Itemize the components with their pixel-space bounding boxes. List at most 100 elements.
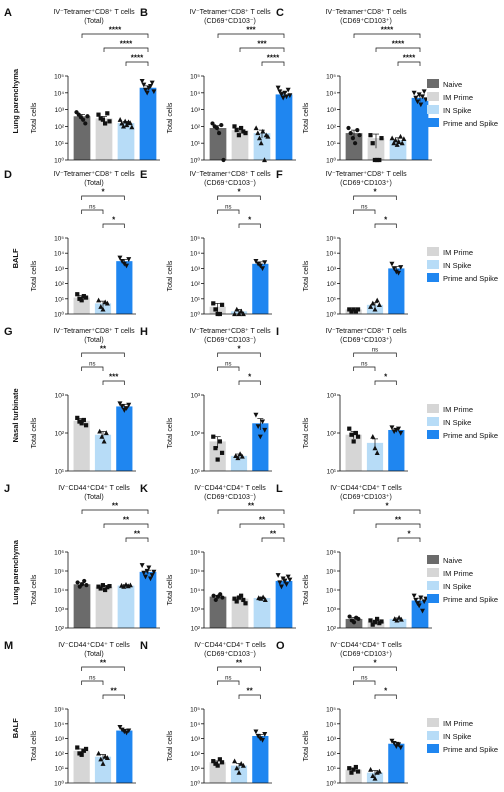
- bar-in-spike: [94, 756, 112, 783]
- data-point: [105, 111, 110, 116]
- data-point: [97, 428, 103, 434]
- significance-bracket: [81, 209, 104, 214]
- significance-bracket: [125, 537, 149, 542]
- legend-swatch: [427, 731, 439, 740]
- data-point: [349, 432, 354, 437]
- data-point: [280, 95, 286, 101]
- significance-bracket: [353, 509, 421, 514]
- significance-bracket: [238, 694, 261, 699]
- significance-label: ns: [225, 205, 231, 211]
- data-point: [243, 601, 248, 606]
- y-tick-label: 10⁰: [54, 157, 64, 165]
- data-point: [213, 307, 218, 312]
- significance-label: ns: [89, 205, 95, 211]
- data-point: [117, 117, 123, 122]
- data-point: [351, 767, 356, 772]
- y-tick-label: 10⁴: [54, 721, 64, 728]
- panel-subtitle: (CD69⁺CD103⁺): [340, 18, 392, 25]
- data-point: [119, 404, 125, 410]
- significance-bracket: [103, 47, 149, 52]
- y-tick-label: 10¹: [191, 141, 201, 148]
- panel-title: IV⁻Tetramer⁺CD8⁺ T cells: [325, 171, 407, 178]
- legend-label: Naive: [443, 556, 462, 565]
- data-point: [418, 595, 424, 601]
- significance-bracket: [217, 209, 240, 214]
- significance-bracket: [239, 523, 285, 528]
- data-point: [260, 266, 266, 272]
- panel-f: F IV⁻Tetramer⁺CD8⁺ T cells (CD69⁺CD103⁺) To…: [276, 169, 408, 319]
- significance-bracket: [353, 209, 376, 214]
- data-point: [122, 118, 128, 124]
- significance-label: ****: [131, 54, 144, 63]
- data-point: [370, 773, 376, 779]
- data-point: [398, 265, 404, 270]
- data-point: [262, 260, 268, 266]
- bar-prime-and-spike: [116, 406, 133, 471]
- data-point: [370, 300, 376, 306]
- data-point: [285, 574, 291, 580]
- significance-label: ***: [246, 26, 256, 35]
- y-tick-label: 10³: [191, 607, 201, 614]
- panel-letter: G: [4, 326, 13, 338]
- bar-im-prime: [345, 309, 362, 314]
- data-point: [215, 457, 220, 462]
- data-point: [142, 87, 148, 93]
- data-point: [253, 125, 259, 131]
- significance-bracket: [374, 380, 397, 385]
- significance-bracket: [375, 47, 421, 52]
- data-point: [232, 596, 237, 601]
- data-point: [83, 121, 88, 126]
- significance-label: **: [270, 530, 277, 539]
- panel-title: IV⁻Tetramer⁺CD8⁺ T cells: [189, 9, 271, 16]
- data-point: [284, 582, 290, 587]
- legend-swatch: [427, 92, 439, 101]
- significance-bracket: [102, 694, 125, 699]
- y-axis-label: Total cells: [31, 574, 38, 605]
- y-tick-label: 10¹: [327, 766, 337, 773]
- panel-l: L IV⁻CD44⁺CD4⁺ T cells (CD69⁺CD103⁺) Total …: [276, 483, 432, 633]
- significance-label: *: [248, 216, 252, 225]
- y-tick-label: 10²: [55, 431, 65, 438]
- y-tick-label: 10⁵: [326, 707, 336, 714]
- panel-title: IV⁻CD44⁺CD4⁺ T cells: [194, 642, 266, 649]
- y-axis-label: Total cells: [31, 260, 38, 291]
- significance-label: ****: [392, 40, 405, 49]
- data-point: [240, 762, 246, 768]
- data-point: [211, 434, 216, 439]
- data-point: [262, 597, 268, 603]
- significance-label: **: [248, 502, 255, 511]
- panel-n: N IV⁻CD44⁺CD4⁺ T cells (CD69⁺CD103⁻) Total …: [140, 640, 272, 788]
- data-point: [348, 130, 353, 136]
- panel-subtitle: (Total): [84, 18, 103, 25]
- data-point: [83, 746, 89, 752]
- data-point: [420, 94, 426, 100]
- legend-swatch: [427, 105, 439, 114]
- panel-letter: K: [140, 483, 148, 495]
- y-tick-label: 10¹: [191, 296, 201, 303]
- y-tick-label: 10²: [191, 124, 201, 131]
- data-point: [256, 135, 262, 141]
- y-tick-label: 10⁶: [54, 550, 64, 557]
- y-tick-label: 10³: [327, 107, 337, 114]
- data-point: [75, 580, 80, 585]
- significance-label: *: [384, 373, 388, 382]
- data-point: [104, 300, 110, 306]
- significance-label: *: [237, 188, 241, 197]
- data-point: [100, 761, 106, 766]
- data-point: [82, 578, 87, 584]
- bar-prime-and-spike: [252, 423, 269, 471]
- data-point: [275, 573, 281, 578]
- significance-bracket: [217, 366, 240, 371]
- data-point: [213, 597, 218, 603]
- y-tick-label: 10²: [327, 626, 337, 633]
- bar-prime-and-spike: [411, 97, 429, 160]
- data-point: [287, 577, 293, 583]
- significance-bracket: [239, 47, 285, 52]
- panel-title: IV⁻Tetramer⁺CD8⁺ T cells: [325, 9, 407, 16]
- y-axis-label: Total cells: [167, 730, 174, 761]
- data-point: [99, 433, 105, 439]
- data-point: [368, 766, 374, 772]
- panel-subtitle: (CD69⁺CD103⁻): [204, 337, 256, 344]
- legend-label: IN Spike: [443, 732, 471, 741]
- row-label: Lung parenchyma: [11, 68, 20, 133]
